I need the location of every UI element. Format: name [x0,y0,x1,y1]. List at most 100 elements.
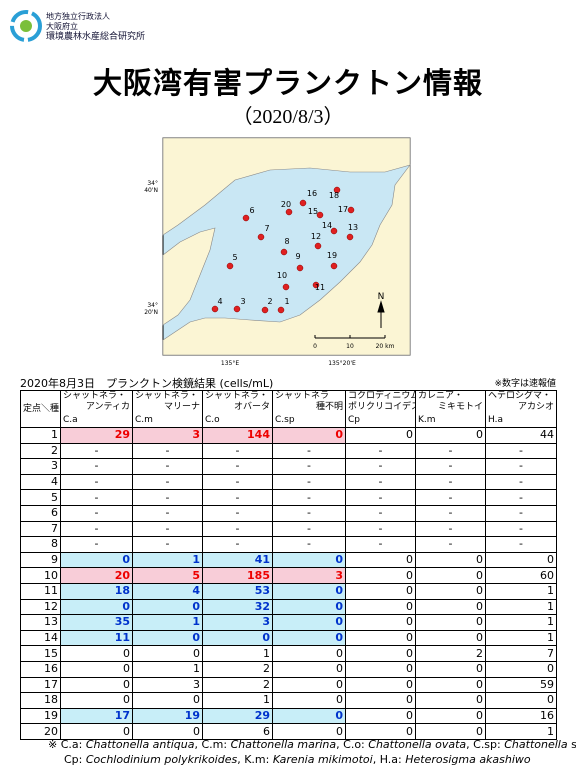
station-point [242,214,250,222]
header-line: ポリクリコイデス [348,402,416,412]
value-cell: - [60,520,133,538]
station-point [211,305,219,313]
value-cell: - [202,442,273,460]
value-cell: - [485,442,557,460]
table-row: 10 20 5 185 3 0 0 60 [20,567,557,584]
footnote-part: sp. [571,738,576,751]
value-cell: 1 [485,582,557,600]
station-label: 18 [329,191,339,200]
station-point [296,264,304,272]
value-cell: - [132,536,203,553]
value-cell: 0 [415,427,486,444]
value-cell: - [202,536,273,553]
footnote-part: Cp: [64,753,86,766]
value-cell: 0 [345,427,416,444]
station-label: 7 [264,224,269,233]
station-label: 13 [348,223,358,232]
table-row: 5------- [20,489,557,506]
station-label: 10 [277,271,287,280]
value-cell: 1 [485,723,557,740]
value-cell: 0 [345,692,416,709]
table-row: 2------- [20,442,557,460]
value-cell: - [485,473,557,491]
value-cell: - [132,473,203,491]
value-cell: - [132,489,203,506]
value-cell: 0 [132,723,203,740]
value-cell: 29 [60,427,133,444]
value-cell: - [415,458,486,475]
table-row: 12 0 0 32 0 0 0 1 [20,598,557,616]
value-cell: - [60,504,133,522]
value-cell: - [272,520,346,538]
value-cell: 0 [485,660,557,678]
title: 大阪湾有害プランクトン情報 [92,66,483,100]
header-line: カレニア・ [418,391,464,402]
header-line: コクロディニウム・ [348,391,415,402]
table-row: 20 0 0 6 0 0 0 1 [20,723,557,740]
value-cell: 7 [485,645,557,662]
value-cell: 0 [60,645,133,662]
value-cell: - [60,442,133,460]
value-cell: 0 [60,692,133,709]
value-cell: 0 [415,692,486,709]
table-row: 3------- [20,458,557,475]
value-cell: - [60,473,133,491]
value-cell: 3 [272,567,346,584]
value-cell: 0 [415,598,486,616]
footnote-part: Chattonella antiqua [85,738,195,751]
value-cell: 1 [132,551,203,569]
value-cell: 0 [415,660,486,678]
value-cell: 0 [345,645,416,662]
value-cell: 2 [415,645,486,662]
value-cell: 0 [415,629,486,647]
value-cell: 0 [272,582,346,600]
value-cell: - [345,489,416,506]
station-label: 12 [311,232,321,241]
value-cell: - [202,504,273,522]
value-cell: 0 [415,551,486,569]
column-header: シャットネラ・ マリーナ C.m [132,390,203,428]
lat-label: 20'N [144,309,158,316]
station-cell: 8 [20,536,61,553]
station-cell: 2 [20,442,61,460]
header-line: ヘテロシグマ・ [488,391,552,402]
station-cell: 19 [20,707,61,725]
value-cell: 0 [272,692,346,709]
station-point [280,248,288,256]
lat-label: 40'N [144,187,158,194]
value-cell: - [415,520,486,538]
column-header: シャットネラ 種不明 C.sp [272,390,346,428]
value-cell: 0 [272,707,346,725]
value-cell: 0 [415,707,486,725]
value-cell: - [60,536,133,553]
header-line: 種不明 [315,402,343,412]
column-header: シャットネラ・ アンティカ C.a [60,390,133,428]
station-cell: 13 [20,614,61,631]
station-point [277,306,285,314]
station-label: 1 [284,297,289,306]
station-point [330,227,338,235]
column-header: コクロディニウム・ポリクリコイデス Cp [345,390,416,428]
scale-label: 20 km [376,343,395,350]
value-cell: 0 [132,692,203,709]
header-line: シャットネラ・ [63,391,127,402]
station-cell: 9 [20,551,61,569]
value-cell: 0 [132,629,203,647]
value-cell: 0 [345,614,416,631]
station-cell: 10 [20,567,61,584]
station-cell: 7 [20,520,61,538]
value-cell: 0 [272,645,346,662]
value-cell: 0 [272,676,346,694]
table-note: ※数字は速報値 [494,379,556,389]
station-label: 8 [284,237,289,246]
value-cell: - [345,458,416,475]
value-cell: 0 [485,692,557,709]
value-cell: - [132,504,203,522]
station-point [285,208,293,216]
value-cell: - [415,473,486,491]
value-cell: 5 [132,567,203,584]
value-cell: 59 [485,676,557,694]
station-point [299,199,307,207]
header-abbr: H.a [488,415,503,425]
value-cell: 185 [202,567,273,584]
